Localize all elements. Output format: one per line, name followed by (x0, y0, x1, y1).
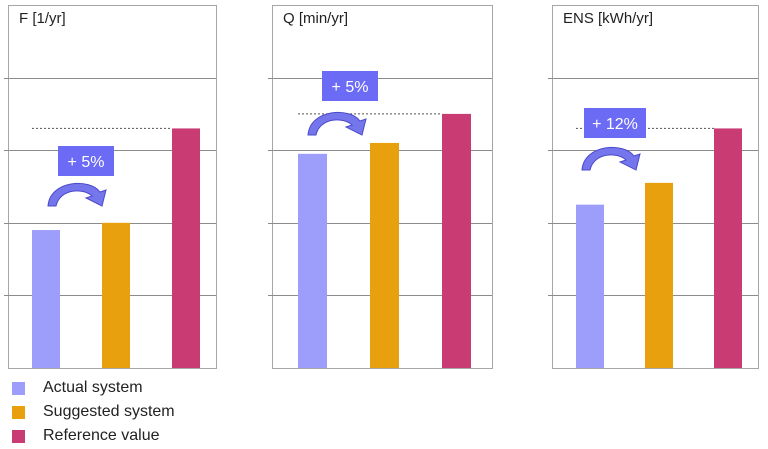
chart-title: F [1/yr] (19, 10, 66, 27)
curved-arrow-icon (307, 111, 367, 136)
increase-badge (58, 146, 114, 176)
bar-actual (298, 153, 327, 368)
bar-reference (714, 128, 742, 368)
bar-actual (32, 230, 60, 368)
legend-label-actual: Actual system (43, 379, 143, 396)
legend-item-reference: Reference value (12, 424, 175, 448)
bar-reference (172, 128, 200, 368)
increase-badge (584, 108, 646, 138)
bar-reference (442, 113, 471, 369)
bar-suggested (102, 222, 130, 368)
legend-swatch-actual (12, 381, 25, 395)
chart-title: Q [min/yr] (283, 10, 348, 27)
curved-arrow-icon (581, 146, 641, 171)
increase-badge (322, 71, 378, 101)
legend: Actual system Suggested system Reference… (12, 376, 175, 448)
chart-title: ENS [kWh/yr] (563, 10, 653, 27)
increase-badge-label: + 5% (68, 154, 105, 171)
bar-suggested (370, 142, 399, 368)
chart-panel-1: F [1/yr] + 5% (4, 5, 217, 369)
increase-badge-label: + 5% (332, 79, 369, 96)
curved-arrow-icon (47, 182, 107, 207)
legend-item-suggested: Suggested system (12, 400, 175, 424)
chart-panel-3: ENS [kWh/yr] + 12% (548, 5, 759, 369)
chart-panel-2: Q [min/yr] + 5% (268, 5, 493, 369)
bar-suggested (645, 182, 673, 368)
bar-actual (576, 204, 604, 368)
legend-item-actual: Actual system (12, 376, 175, 400)
legend-swatch-suggested (12, 405, 25, 419)
legend-label-suggested: Suggested system (43, 403, 175, 420)
increase-badge-label: + 12% (592, 116, 638, 133)
legend-swatch-reference (12, 429, 25, 443)
legend-label-reference: Reference value (43, 427, 160, 444)
